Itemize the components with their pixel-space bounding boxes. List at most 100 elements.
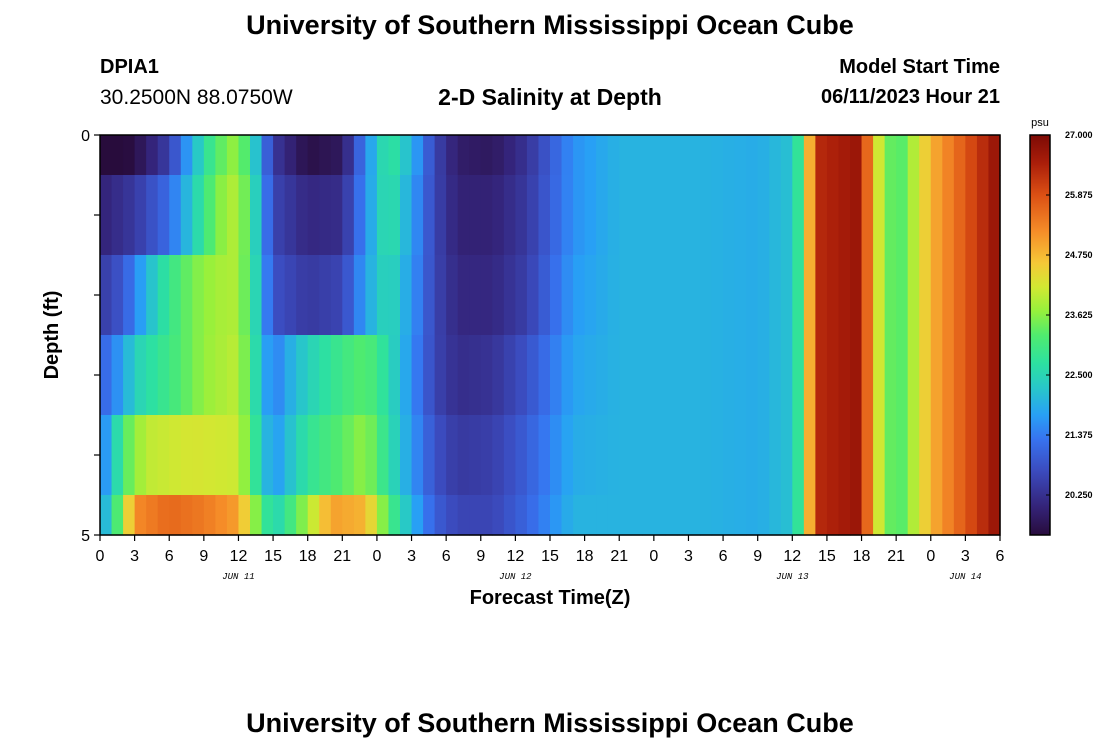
x-tick-label: 21 — [887, 548, 905, 565]
heatmap-cell — [146, 175, 159, 256]
heatmap-cell — [284, 135, 297, 176]
heatmap-cell — [238, 415, 251, 496]
heatmap-cell — [607, 495, 620, 536]
heatmap-cell — [296, 175, 309, 256]
heatmap-cell — [353, 255, 366, 336]
heatmap-cell — [723, 135, 736, 176]
page-title: University of Southern Mississippi Ocean… — [246, 10, 854, 40]
heatmap-cell — [261, 135, 274, 176]
heatmap-cell — [538, 495, 551, 536]
heatmap-cell — [792, 255, 805, 336]
heatmap-cell — [180, 415, 193, 496]
heatmap-cell — [826, 255, 840, 336]
heatmap-cell — [492, 255, 505, 336]
heatmap-cell — [953, 135, 966, 176]
heatmap-cell — [538, 335, 551, 416]
heatmap-cell — [746, 255, 759, 336]
heatmap-cell — [584, 335, 597, 416]
heatmap-cell — [526, 335, 540, 416]
heatmap-cell — [330, 415, 343, 496]
heatmap-cell — [884, 255, 897, 336]
heatmap-cell — [815, 175, 828, 256]
colorbar — [1029, 134, 1051, 536]
heatmap-cell — [988, 335, 1001, 416]
heatmap-cell — [423, 255, 436, 336]
x-tick-label: 15 — [818, 548, 836, 565]
heatmap-cell — [884, 335, 897, 416]
heatmap-cell — [734, 135, 747, 176]
heatmap-cell — [261, 255, 274, 336]
heatmap-cell — [134, 175, 147, 256]
heatmap-cell — [907, 495, 920, 536]
heatmap-cell — [296, 135, 309, 176]
heatmap-cell — [411, 135, 424, 176]
heatmap-cell — [111, 135, 124, 176]
heatmap-cell — [100, 415, 113, 496]
heatmap-cell — [353, 135, 366, 176]
heatmap-cell — [342, 175, 355, 256]
heatmap-cell — [803, 255, 816, 336]
heatmap-cell — [907, 255, 920, 336]
heatmap-cell — [319, 175, 332, 256]
heatmap-cell — [896, 495, 909, 536]
heatmap-cell — [457, 255, 470, 336]
heatmap-cell — [123, 135, 136, 176]
heatmap-cell — [988, 135, 1001, 176]
heatmap-cell — [665, 175, 678, 256]
heatmap-cell — [873, 255, 886, 336]
heatmap-cell — [100, 495, 113, 536]
heatmap-cell — [619, 415, 632, 496]
heatmap-cell — [907, 175, 920, 256]
heatmap-cell — [573, 255, 586, 336]
heatmap-cell — [446, 415, 459, 496]
heatmap-cell — [803, 495, 816, 536]
heatmap-cell — [238, 335, 251, 416]
heatmap-cell — [146, 255, 159, 336]
heatmap-cell — [169, 415, 182, 496]
heatmap-cell — [976, 415, 990, 496]
heatmap-cell — [919, 415, 932, 496]
heatmap-cell — [284, 415, 297, 496]
heatmap-cell — [296, 335, 309, 416]
heatmap-cell — [446, 175, 459, 256]
heatmap-cell — [976, 335, 990, 416]
heatmap-cell — [492, 135, 505, 176]
heatmap-cell — [376, 335, 390, 416]
heatmap-cell — [526, 495, 540, 536]
x-tick-label: 12 — [230, 548, 248, 565]
heatmap-cell — [215, 175, 228, 256]
heatmap-cell — [388, 495, 401, 536]
x-axis-ticks: 0 3 6 9 12 15 18 21 0 3 6 9 12 15 18 21 0 3 6 9 12 15 18 21 0 3 6 — [96, 535, 1005, 565]
x-tick-label: 6 — [442, 548, 451, 565]
heatmap-cell — [642, 415, 655, 496]
heatmap-cell — [723, 495, 736, 536]
heatmap-cell — [503, 415, 516, 496]
heatmap-cell — [261, 175, 274, 256]
heatmap-cell — [769, 495, 782, 536]
heatmap-cell — [850, 335, 863, 416]
heatmap-cell — [584, 255, 597, 336]
heatmap-cell — [169, 495, 182, 536]
x-tick-label: 0 — [926, 548, 935, 565]
heatmap-cell — [861, 415, 874, 496]
heatmap-cell — [619, 135, 632, 176]
heatmap-cell — [319, 335, 332, 416]
heatmap-cell — [619, 335, 632, 416]
heatmap-cell — [642, 255, 655, 336]
heatmap-cell — [896, 175, 909, 256]
heatmap-cell — [596, 415, 609, 496]
heatmap-cell — [376, 415, 390, 496]
heatmap-cell — [515, 175, 528, 256]
heatmap-cell — [319, 135, 332, 176]
x-tick-label: 6 — [165, 548, 174, 565]
heatmap-cell — [803, 135, 816, 176]
heatmap-cell — [838, 255, 851, 336]
heatmap-cell — [192, 175, 205, 256]
heatmap-cell — [746, 175, 759, 256]
heatmap-cell — [653, 135, 666, 176]
page-title-bottom: University of Southern Mississippi Ocean… — [246, 708, 854, 738]
heatmap-cell — [146, 495, 159, 536]
heatmap-cell — [942, 415, 955, 496]
heatmap-cell — [965, 335, 978, 416]
